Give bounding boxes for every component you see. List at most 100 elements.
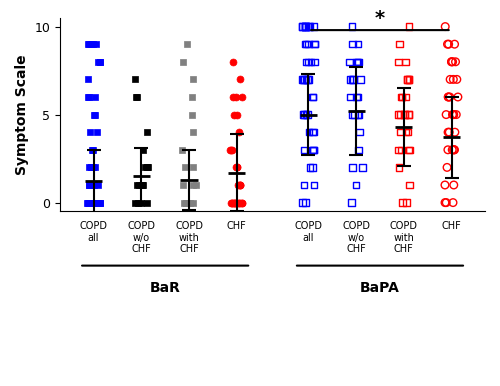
Point: [233, 164, 241, 171]
Point: [442, 112, 450, 118]
Point: [396, 112, 404, 118]
Point: [446, 94, 454, 100]
Point: [91, 94, 99, 100]
Text: BaR: BaR: [150, 281, 180, 295]
Point: [405, 24, 413, 30]
Point: [138, 147, 146, 153]
Point: [453, 76, 461, 83]
Point: [230, 94, 237, 100]
Point: [234, 129, 242, 135]
Point: [300, 182, 308, 188]
Point: [308, 147, 316, 153]
Point: [302, 24, 310, 30]
Point: [90, 182, 98, 188]
Point: [444, 41, 452, 47]
Point: [402, 59, 409, 65]
Point: [400, 112, 408, 118]
Point: [91, 164, 99, 171]
Point: [450, 112, 458, 118]
Point: [236, 76, 244, 83]
Point: [450, 41, 458, 47]
Point: [448, 112, 456, 118]
Point: [137, 200, 145, 206]
Point: [450, 112, 458, 118]
Point: [238, 200, 246, 206]
Point: [450, 147, 458, 153]
Point: [406, 182, 413, 188]
Point: [92, 200, 100, 206]
Point: [352, 59, 360, 65]
Point: [85, 94, 93, 100]
Point: [444, 129, 452, 135]
Point: [300, 76, 308, 83]
Point: [354, 147, 362, 153]
Point: [402, 94, 409, 100]
Point: [84, 41, 92, 47]
Point: [85, 200, 93, 206]
Point: [449, 200, 457, 206]
Point: [131, 76, 139, 83]
Point: [304, 76, 312, 83]
Point: [304, 112, 312, 118]
Point: [358, 164, 366, 171]
Point: [88, 164, 96, 171]
Point: [405, 112, 413, 118]
Point: [138, 182, 146, 188]
Point: [310, 24, 318, 30]
Point: [131, 200, 139, 206]
Point: [310, 182, 318, 188]
Point: [396, 129, 404, 135]
Point: [88, 200, 96, 206]
Point: [182, 200, 190, 206]
Point: [92, 200, 100, 206]
Point: [230, 200, 238, 206]
Point: [178, 147, 186, 153]
Point: [144, 164, 152, 171]
Point: [348, 200, 356, 206]
Point: [84, 200, 92, 206]
Point: [232, 200, 240, 206]
Point: [226, 147, 234, 153]
Point: [184, 200, 192, 206]
Point: [309, 94, 317, 100]
Point: [304, 41, 312, 47]
Point: [454, 94, 462, 100]
Point: [236, 182, 244, 188]
Point: [86, 129, 94, 135]
Point: [91, 200, 99, 206]
Point: [400, 112, 408, 118]
Point: [444, 41, 452, 47]
Point: [308, 164, 316, 171]
Point: [304, 59, 312, 65]
Point: [441, 182, 449, 188]
Point: [310, 59, 318, 65]
Point: [226, 147, 234, 153]
Point: [238, 200, 246, 206]
Point: [350, 112, 358, 118]
Point: [302, 112, 310, 118]
Point: [190, 129, 198, 135]
Point: [398, 94, 406, 100]
Point: [183, 41, 191, 47]
Point: [182, 200, 190, 206]
Point: [348, 24, 356, 30]
Point: [188, 94, 196, 100]
Point: [189, 182, 197, 188]
Point: [355, 112, 363, 118]
Point: [236, 182, 244, 188]
Point: [188, 164, 196, 171]
Point: [96, 59, 104, 65]
Point: [227, 200, 235, 206]
Point: [298, 24, 306, 30]
Point: [310, 147, 318, 153]
Point: [398, 147, 406, 153]
Point: [141, 164, 149, 171]
Point: [94, 129, 102, 135]
Point: [346, 59, 354, 65]
Point: [230, 200, 238, 206]
Point: [190, 200, 198, 206]
Point: [86, 182, 94, 188]
Point: [236, 182, 244, 188]
Point: [192, 182, 200, 188]
Point: [89, 147, 97, 153]
